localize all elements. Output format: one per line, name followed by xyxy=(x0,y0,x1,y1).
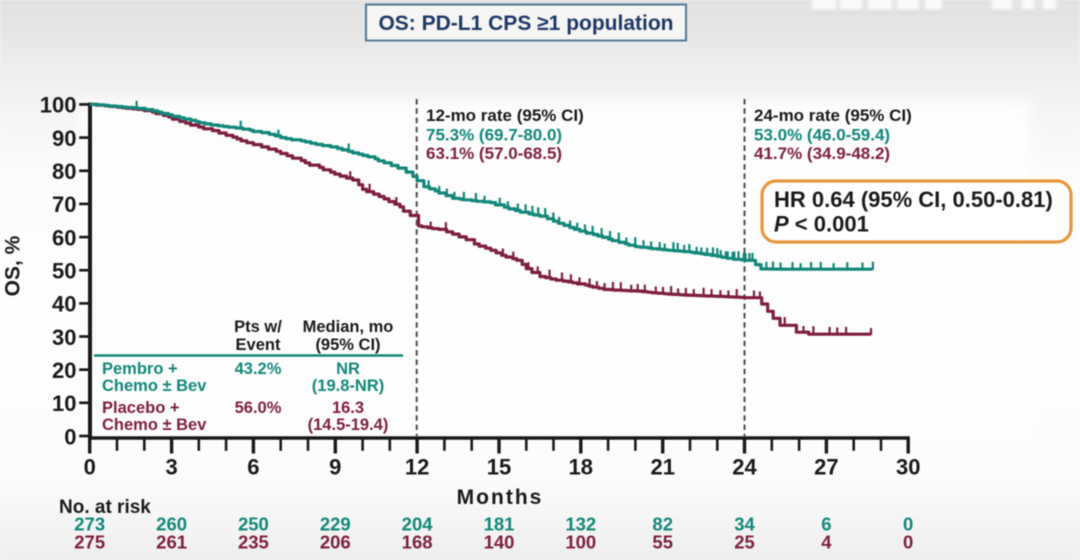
svg-text:100: 100 xyxy=(40,93,77,118)
svg-text:Placebo +: Placebo + xyxy=(102,399,180,417)
svg-text:275: 275 xyxy=(74,532,105,553)
svg-text:6: 6 xyxy=(821,514,831,535)
svg-text:82: 82 xyxy=(652,514,673,535)
svg-text:21: 21 xyxy=(650,455,674,480)
svg-text:90: 90 xyxy=(52,126,76,151)
svg-text:12-mo rate (95% CI): 12-mo rate (95% CI) xyxy=(426,106,584,125)
svg-text:206: 206 xyxy=(320,532,351,553)
svg-text:273: 273 xyxy=(74,514,105,535)
svg-text:235: 235 xyxy=(238,532,269,553)
svg-text:P < 0.001: P < 0.001 xyxy=(774,212,869,237)
svg-text:80: 80 xyxy=(52,159,76,184)
svg-text:168: 168 xyxy=(402,532,433,553)
svg-text:12: 12 xyxy=(405,455,429,480)
svg-text:27: 27 xyxy=(814,455,838,480)
svg-text:3: 3 xyxy=(165,455,177,480)
svg-text:63.1% (57.0-68.5): 63.1% (57.0-68.5) xyxy=(426,144,562,163)
svg-text:OS, %: OS, % xyxy=(2,235,25,296)
svg-text:16.3: 16.3 xyxy=(332,399,364,417)
svg-text:34: 34 xyxy=(734,514,755,535)
svg-text:24-mo rate (95% CI): 24-mo rate (95% CI) xyxy=(754,106,912,125)
svg-text:132: 132 xyxy=(565,514,596,535)
svg-text:0: 0 xyxy=(903,532,913,553)
svg-text:NR: NR xyxy=(336,360,360,378)
svg-text:140: 140 xyxy=(484,532,515,553)
svg-text:24: 24 xyxy=(732,455,757,480)
svg-text:No. at risk: No. at risk xyxy=(59,497,151,518)
svg-text:9: 9 xyxy=(329,455,341,480)
svg-text:40: 40 xyxy=(52,292,76,317)
svg-text:(19.8-NR): (19.8-NR) xyxy=(312,377,384,395)
svg-text:Event: Event xyxy=(236,336,281,354)
svg-text:70: 70 xyxy=(52,192,76,217)
svg-text:Pts w/: Pts w/ xyxy=(234,318,282,336)
svg-text:15: 15 xyxy=(487,455,511,480)
svg-text:4: 4 xyxy=(821,532,832,553)
svg-text:0: 0 xyxy=(64,424,76,449)
svg-text:181: 181 xyxy=(484,514,515,535)
svg-text:30: 30 xyxy=(896,455,920,480)
svg-text:55: 55 xyxy=(652,532,673,553)
svg-text:56.0%: 56.0% xyxy=(235,399,282,417)
svg-text:100: 100 xyxy=(565,532,596,553)
svg-text:204: 204 xyxy=(402,514,434,535)
svg-text:HR 0.64 (95% CI, 0.50-0.81): HR 0.64 (95% CI, 0.50-0.81) xyxy=(774,187,1053,212)
svg-text:0: 0 xyxy=(903,514,913,535)
svg-text:18: 18 xyxy=(569,455,593,480)
svg-text:OS: PD-L1 CPS ≥1 population: OS: PD-L1 CPS ≥1 population xyxy=(378,12,673,35)
svg-text:(14.5-19.4): (14.5-19.4) xyxy=(308,416,389,434)
svg-text:0: 0 xyxy=(84,455,96,480)
svg-text:41.7% (34.9-48.2): 41.7% (34.9-48.2) xyxy=(754,144,890,163)
svg-text:Median, mo: Median, mo xyxy=(303,318,394,336)
svg-text:30: 30 xyxy=(52,325,76,350)
svg-text:261: 261 xyxy=(156,532,187,553)
svg-text:10: 10 xyxy=(52,391,76,416)
svg-text:Chemo ± Bev: Chemo ± Bev xyxy=(102,377,207,395)
svg-text:Months: Months xyxy=(457,486,544,509)
svg-text:260: 260 xyxy=(156,514,187,535)
svg-text:Pembro +: Pembro + xyxy=(102,360,178,378)
svg-text:6: 6 xyxy=(247,455,259,480)
svg-text:43.2%: 43.2% xyxy=(235,360,282,378)
svg-text:250: 250 xyxy=(238,514,269,535)
svg-text:229: 229 xyxy=(320,514,351,535)
svg-text:60: 60 xyxy=(52,225,76,250)
svg-text:20: 20 xyxy=(52,358,76,383)
svg-text:75.3% (69.7-80.0): 75.3% (69.7-80.0) xyxy=(426,126,562,145)
svg-text:(95% CI): (95% CI) xyxy=(315,336,380,354)
svg-text:53.0% (46.0-59.4): 53.0% (46.0-59.4) xyxy=(754,126,890,145)
svg-text:Chemo ± Bev: Chemo ± Bev xyxy=(102,416,207,434)
svg-text:50: 50 xyxy=(52,259,76,284)
svg-text:25: 25 xyxy=(734,532,755,553)
